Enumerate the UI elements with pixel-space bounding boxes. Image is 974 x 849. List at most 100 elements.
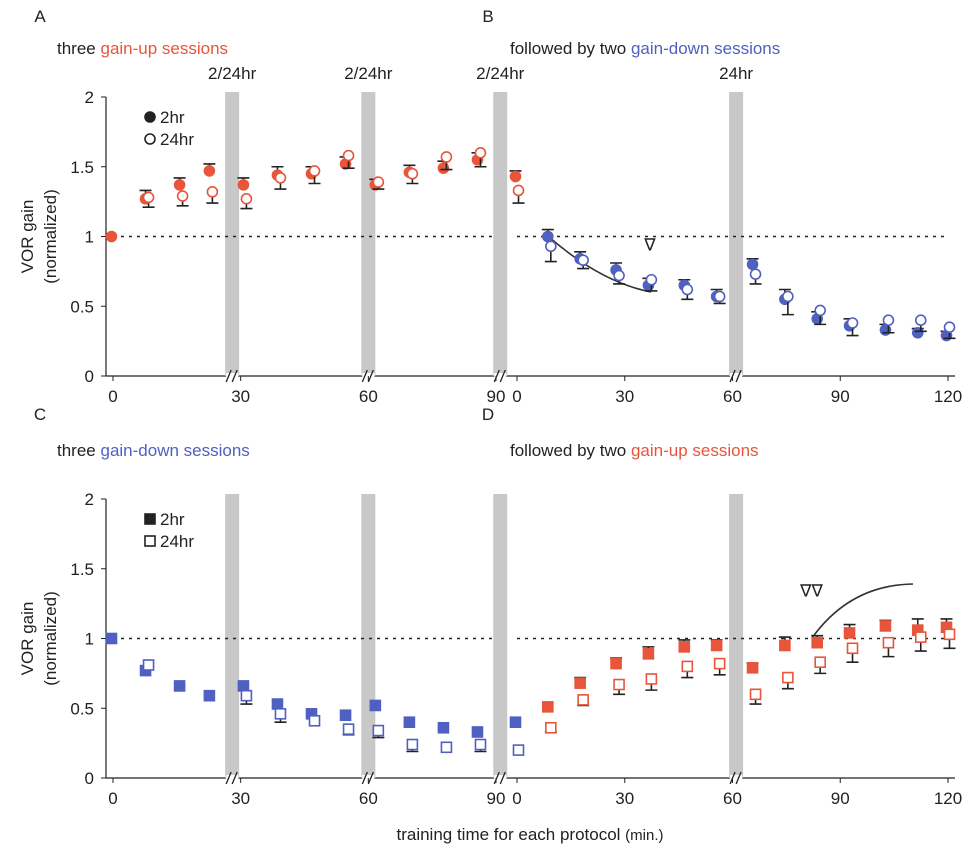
x-tick-label: 120 xyxy=(934,387,962,406)
data-point xyxy=(372,176,385,188)
data-point xyxy=(173,179,186,191)
data-point xyxy=(237,680,250,692)
break-mark xyxy=(231,771,238,785)
x-tick-label: 90 xyxy=(487,387,506,406)
data-point xyxy=(914,314,927,327)
data-point xyxy=(203,689,216,702)
break-label: 2/24hr xyxy=(344,64,393,83)
data-point xyxy=(509,716,522,729)
data-point xyxy=(274,172,287,184)
data-point xyxy=(142,191,155,204)
panel-title: followed by two gain-up sessions xyxy=(510,441,759,460)
axis-gap xyxy=(494,373,507,379)
title-part: gain-down sessions xyxy=(100,441,249,460)
data-point xyxy=(512,184,525,197)
legend-marker xyxy=(144,111,156,123)
axis-gap xyxy=(730,373,743,379)
data-point xyxy=(542,230,554,243)
x-tick-label: 30 xyxy=(615,387,634,406)
break-label: 24hr xyxy=(719,64,753,83)
data-point xyxy=(681,660,694,673)
data-point xyxy=(782,671,794,684)
x-axis-label: training time for each protocol (min.) xyxy=(396,825,663,844)
data-point xyxy=(814,304,827,317)
data-point xyxy=(749,268,762,280)
break-label: 2/24hr xyxy=(476,64,525,83)
x-tick-label: 90 xyxy=(487,789,506,808)
data-point xyxy=(545,240,557,253)
data-point xyxy=(274,708,287,720)
data-point xyxy=(545,721,557,734)
data-point xyxy=(206,186,219,198)
break-mark xyxy=(493,369,500,383)
y-axis-label-unit: (normalized) xyxy=(41,189,60,283)
data-point xyxy=(308,715,321,727)
x-tick-label: 30 xyxy=(231,387,250,406)
session-break xyxy=(225,494,240,778)
data-point xyxy=(308,165,321,177)
title-part: gain-down sessions xyxy=(631,39,780,58)
session-break xyxy=(225,92,240,376)
y-tick-label: 1.5 xyxy=(70,560,94,579)
y-tick-label: 0.5 xyxy=(70,699,94,718)
data-point xyxy=(512,744,525,756)
break-mark xyxy=(367,369,374,383)
data-point xyxy=(846,642,859,655)
title-part: gain-up sessions xyxy=(100,39,228,58)
data-point xyxy=(943,628,956,641)
y-axis-label: VOR gain xyxy=(18,602,37,676)
data-point xyxy=(613,678,625,691)
data-point xyxy=(339,709,352,722)
data-point xyxy=(509,170,522,183)
data-point xyxy=(474,738,487,751)
data-point xyxy=(369,699,382,712)
break-mark xyxy=(499,369,506,383)
data-point xyxy=(943,321,956,333)
data-point xyxy=(713,290,726,303)
y-axis-label-unit: (normalized) xyxy=(41,591,60,685)
legend-label: 2hr xyxy=(160,510,185,529)
y-axis-label: VOR gain xyxy=(18,200,37,274)
data-point xyxy=(271,698,284,710)
data-point xyxy=(746,258,759,271)
data-point xyxy=(406,738,419,751)
data-point xyxy=(843,627,856,639)
data-point xyxy=(342,723,355,735)
x-tick-label: 120 xyxy=(934,789,962,808)
break-mark xyxy=(499,771,506,785)
legend-label: 2hr xyxy=(160,108,185,127)
data-point xyxy=(173,680,186,692)
y-tick-label: 0 xyxy=(85,769,94,788)
panel-letter: C xyxy=(34,405,46,424)
break-mark xyxy=(367,771,374,785)
data-point xyxy=(645,673,658,685)
data-point xyxy=(474,147,487,159)
x-tick-label: 0 xyxy=(512,387,521,406)
x-tick-label: 30 xyxy=(615,789,634,808)
data-point xyxy=(440,151,453,163)
data-point xyxy=(713,657,726,670)
break-mark xyxy=(735,771,742,785)
data-point xyxy=(105,632,118,645)
data-point xyxy=(342,149,355,162)
panel-letter: D xyxy=(482,405,494,424)
panel-title: three gain-down sessions xyxy=(57,441,250,460)
data-point xyxy=(372,724,385,737)
break-mark xyxy=(493,771,500,785)
y-tick-label: 2 xyxy=(85,88,94,107)
break-mark xyxy=(225,369,232,383)
fit-curve xyxy=(547,235,652,293)
data-point xyxy=(811,636,824,649)
data-point xyxy=(240,193,253,205)
axis-gap xyxy=(226,775,239,781)
data-point xyxy=(577,694,589,706)
x-tick-label: 90 xyxy=(831,387,850,406)
data-point xyxy=(645,273,658,286)
break-mark xyxy=(231,369,238,383)
x-tick-label: 0 xyxy=(512,789,521,808)
annotation: ∇∇ xyxy=(799,582,823,601)
data-point xyxy=(176,190,189,202)
data-point xyxy=(710,639,723,652)
